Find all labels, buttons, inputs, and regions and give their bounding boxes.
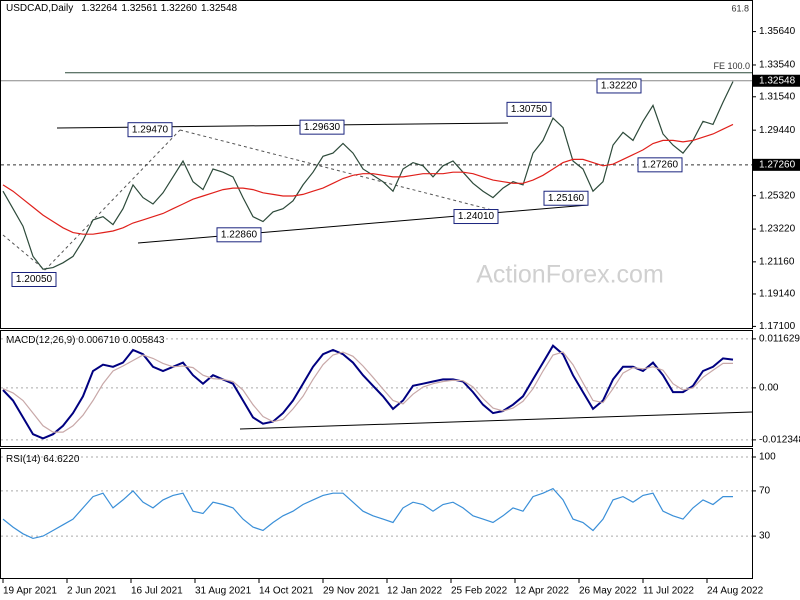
watermark: ActionForex.com [476, 261, 664, 289]
title-text: RSI(14) 64.6220 [6, 454, 80, 465]
panel-title: MACD(12,26,9) 0.006710 0.005843 [6, 335, 165, 346]
annotation-box [216, 227, 262, 243]
x-tick-label: 12 Apr 2022 [515, 586, 569, 597]
annotation-box [506, 101, 552, 117]
level-box [753, 158, 800, 171]
annotation-box [637, 157, 683, 173]
annotation-label: 1.24010 [458, 211, 495, 222]
level-label: 1.27260 [759, 159, 796, 170]
ohlc-value: 1.32548 [201, 3, 238, 14]
panel-title: USDCAD,Daily 1.32264 1.32561 1.32260 1.32548 [6, 3, 238, 14]
trend-line [179, 129, 501, 213]
annotation-label: 1.29470 [132, 124, 169, 135]
annotation-label: 1.25160 [548, 193, 585, 204]
level-label: 1.32548 [759, 75, 796, 86]
ohlc-value: 1.32264 [81, 3, 118, 14]
annotation-label: 1.20050 [16, 274, 53, 285]
annotation-box [11, 271, 57, 287]
annotation-label: 1.27260 [642, 159, 679, 170]
annotation-label: 1.30750 [511, 104, 548, 115]
y-tick-label: 1.17100 [759, 321, 796, 332]
y-tick-label: 1.35640 [759, 26, 796, 37]
x-tick-label: 19 Apr 2021 [3, 586, 57, 597]
plot-layer: USDCAD,Daily 1.32264 1.32561 1.32260 1.32548… [1, 3, 800, 597]
y-tick-label: 1.21160 [759, 256, 795, 267]
series-line [2, 487, 733, 540]
series-line [2, 81, 734, 270]
annotation-box [543, 190, 589, 206]
x-tick-label: 26 May 2022 [579, 586, 637, 597]
trend-line [137, 204, 589, 244]
annotation-box [299, 119, 345, 135]
level-box [753, 74, 800, 87]
x-tick-label: 24 Aug 2022 [707, 586, 764, 597]
x-tick-label: 31 Aug 2021 [195, 586, 252, 597]
y-tick-label: 1.29440 [759, 125, 796, 136]
price-frame [0, 0, 753, 329]
y-tick-label: 1.25320 [759, 190, 796, 201]
series-line [2, 344, 734, 440]
y-tick-label: 100 [759, 452, 776, 463]
series-line [2, 351, 733, 433]
y-tick-label: 1.31540 [759, 91, 796, 102]
annotation-box [127, 122, 173, 138]
annotation-label: 1.29630 [304, 122, 341, 133]
level-label: 61.8 [731, 4, 749, 14]
y-tick-label: 30 [759, 531, 771, 542]
y-tick-label: 0.011629 [759, 334, 800, 345]
x-tick-label: 14 Oct 2021 [259, 586, 314, 597]
y-tick-label: 70 [759, 486, 771, 497]
y-tick-label: -0.012348 [759, 435, 800, 446]
y-tick-label: 1.19140 [759, 289, 796, 300]
title-text: USDCAD,Daily [6, 3, 73, 14]
annotation-label: 1.22860 [221, 229, 258, 240]
ohlc-value: 1.32260 [161, 3, 198, 14]
series-line [2, 123, 734, 235]
annotation-label: 1.32220 [601, 81, 638, 92]
annotation-box [596, 78, 642, 94]
x-tick-label: 2 Jun 2021 [67, 586, 117, 597]
x-tick-label: 12 Jan 2022 [387, 586, 442, 597]
level-label: FE 100.0 [713, 61, 750, 71]
x-tick-label: 29 Nov 2021 [323, 586, 380, 597]
x-tick-label: 11 Jul 2022 [643, 586, 694, 597]
x-tick-label: 16 Jul 2021 [131, 586, 183, 597]
y-tick-label: 1.33540 [759, 60, 796, 71]
y-tick-label: 1.23220 [759, 224, 796, 235]
rsi-frame [0, 448, 753, 579]
annotation-box [453, 209, 499, 225]
y-tick-label: 0.00 [759, 383, 779, 394]
macd-trend-line [239, 411, 753, 430]
x-tick-label: 25 Feb 2022 [451, 586, 508, 597]
ohlc-value: 1.32561 [121, 3, 158, 14]
trend-line [44, 129, 181, 271]
title-text: MACD(12,26,9) 0.006710 0.005843 [6, 335, 165, 346]
macd-frame [0, 330, 753, 447]
panel-title: RSI(14) 64.6220 [6, 454, 80, 465]
